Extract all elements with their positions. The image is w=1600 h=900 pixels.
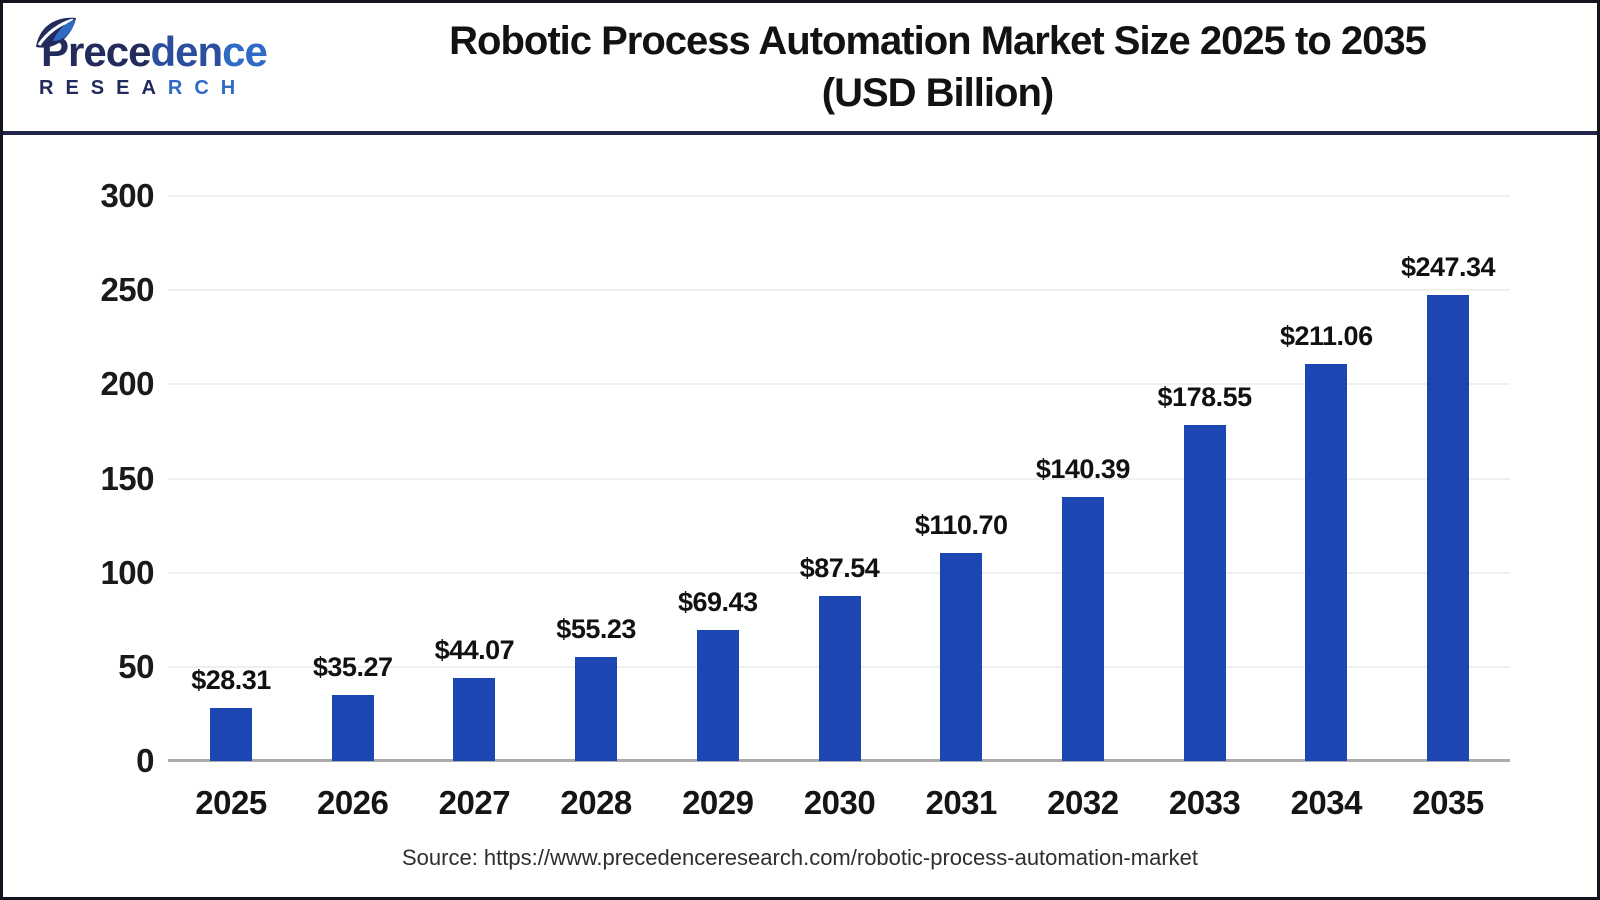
logo-research-text: RESEARCH <box>39 77 299 100</box>
logo-text-part2: den <box>150 28 223 75</box>
gridline-200 <box>168 383 1510 386</box>
y-tick-label-150: 150 <box>100 459 154 497</box>
bar-2025 <box>210 707 252 761</box>
bar-value-label-2032: $140.39 <box>1035 453 1131 484</box>
x-tick-label-2026: 2026 <box>316 784 389 821</box>
x-tick-label-2029: 2029 <box>682 784 754 821</box>
chart-title-line1: Robotic Process Automation Market Size 2… <box>449 19 1427 63</box>
y-tick-label-200: 200 <box>100 365 154 403</box>
logo-text-part3: ce <box>222 28 268 75</box>
y-tick-label-250: 250 <box>100 271 154 309</box>
logo-text-part1: Prece <box>41 28 151 75</box>
gridline-150 <box>168 477 1510 480</box>
bar-2026 <box>331 694 374 761</box>
bar-value-label-2025: $28.31 <box>191 664 271 695</box>
x-tick-label-2032: 2032 <box>1047 784 1119 821</box>
bar-value-label-2030: $87.54 <box>799 553 880 584</box>
bar-value-label-2026: $35.27 <box>312 651 393 682</box>
gridline-100 <box>168 571 1510 574</box>
bar-value-label-2034: $211.06 <box>1279 320 1373 351</box>
y-tick-label-0: 0 <box>136 742 154 779</box>
bar-2028 <box>575 656 618 761</box>
x-tick-label-2033: 2033 <box>1168 784 1241 821</box>
bar-value-label-2029: $69.43 <box>678 587 758 618</box>
x-tick-label-2035: 2035 <box>1412 784 1484 821</box>
gridline-300 <box>168 195 1510 197</box>
bar-value-label-2027: $44.07 <box>434 635 515 666</box>
x-tick-label-2031: 2031 <box>925 784 997 821</box>
y-tick-label-100: 100 <box>100 553 154 591</box>
header: Precedence RESEARCH Robotic Process Auto… <box>3 3 1597 135</box>
bar-2033 <box>1183 424 1226 761</box>
bar-value-label-2035: $247.34 <box>1400 252 1496 283</box>
bar-2031 <box>940 552 983 761</box>
bar-value-label-2028: $55.23 <box>556 613 636 644</box>
chart-title: Robotic Process Automation Market Size 2… <box>303 15 1572 119</box>
x-tick-label-2034: 2034 <box>1290 784 1363 821</box>
source-citation: Source: https://www.precedenceresearch.c… <box>401 845 1198 870</box>
precedence-research-logo: Precedence RESEARCH <box>36 17 299 100</box>
bar-value-label-2031: $110.70 <box>914 509 1008 540</box>
bar-value-label-2033: $178.55 <box>1157 381 1253 412</box>
bar-2032 <box>1061 496 1104 761</box>
bar-2029 <box>696 630 739 761</box>
x-tick-label-2030: 2030 <box>803 784 876 821</box>
bar-2034 <box>1305 363 1348 761</box>
logo-wordmark: Precedence <box>36 17 299 75</box>
x-tick-label-2025: 2025 <box>195 784 267 821</box>
gridline-250 <box>168 289 1510 292</box>
x-tick-label-2027: 2027 <box>438 784 511 821</box>
plot-area: $28.31 2025 $35.27 2026 $44.07 2027 $55.23 2028… <box>168 195 1510 821</box>
bar-2027 <box>453 678 496 761</box>
y-tick-label-50: 50 <box>118 647 154 685</box>
logo-research-part2: RCH <box>167 77 248 99</box>
x-tick-label-2028: 2028 <box>560 784 632 821</box>
bar-2030 <box>818 596 861 761</box>
y-tick-label-300: 300 <box>100 177 154 214</box>
logo-research-part1: RESEA <box>39 77 168 99</box>
bar-2035 <box>1427 295 1469 761</box>
chart-title-line2: (USD Billion) <box>821 71 1054 115</box>
